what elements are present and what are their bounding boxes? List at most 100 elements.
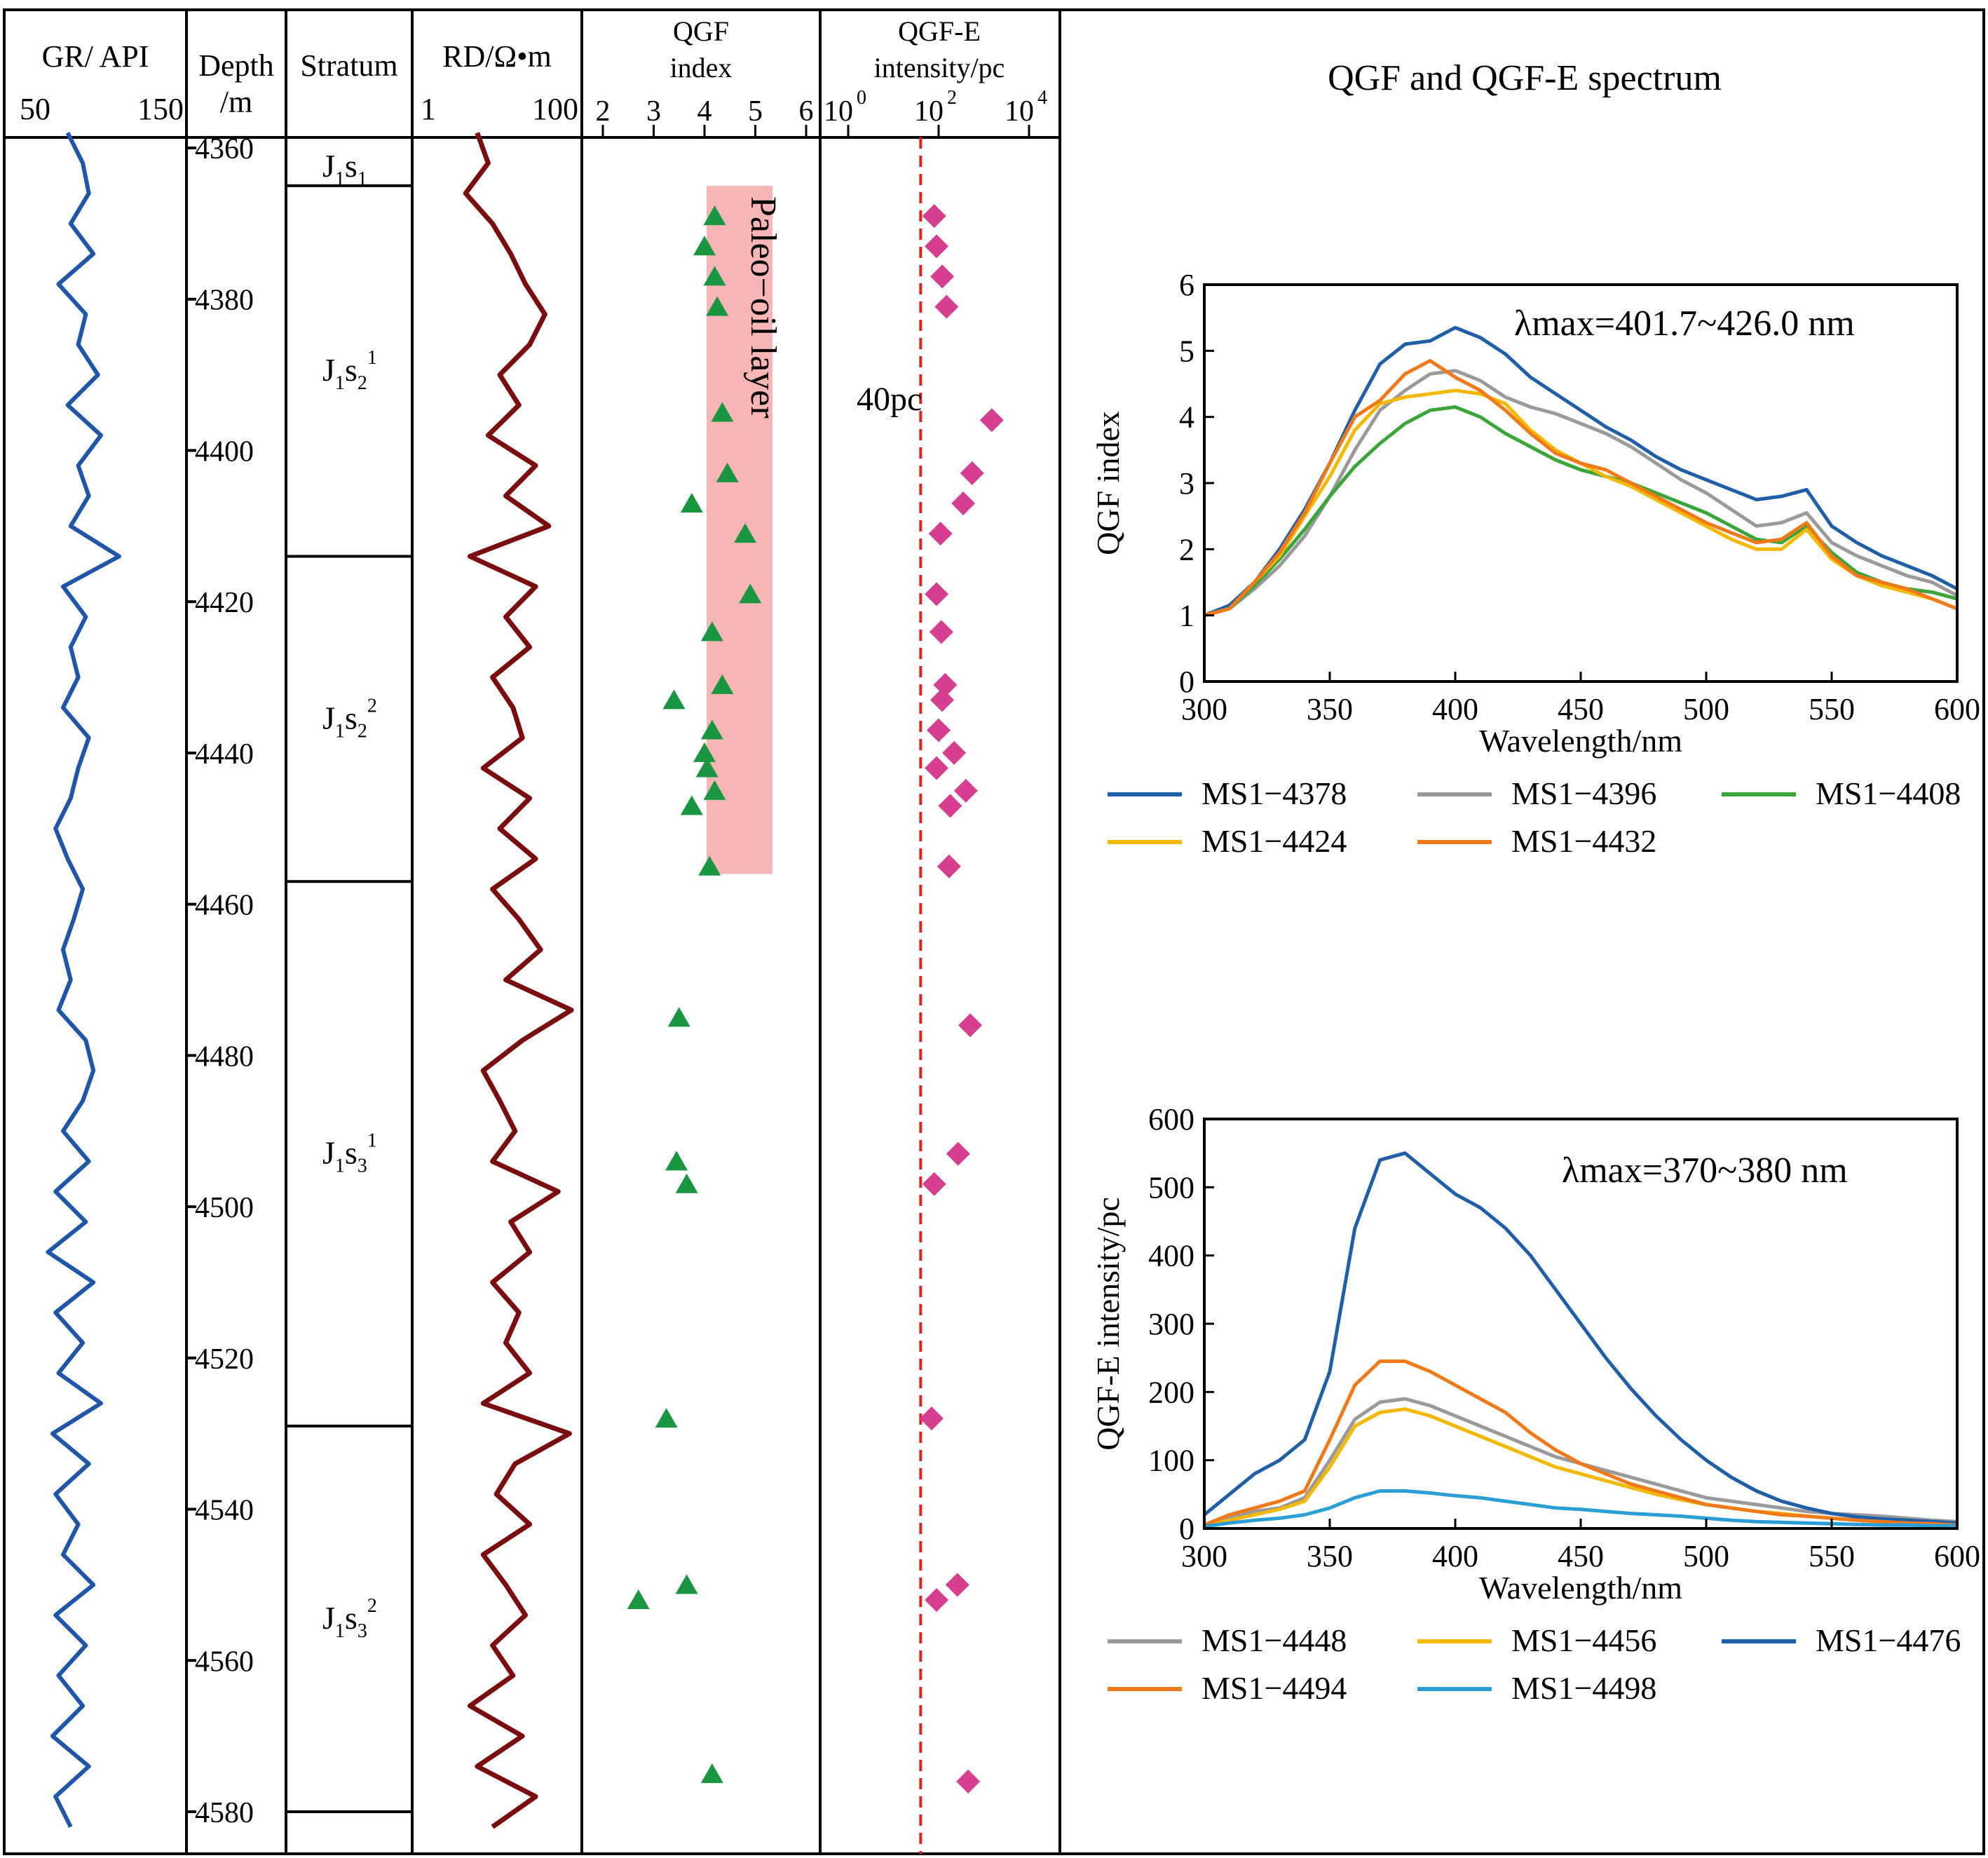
depth-tick-label: 4440 (195, 738, 254, 771)
qgf-tick-label: 2 (596, 95, 611, 128)
rd-tick-right: 100 (532, 92, 578, 126)
qgfe-title: QGF-E (898, 15, 981, 47)
x-tick-label: 450 (1558, 1539, 1604, 1573)
qgf-marker (706, 296, 729, 316)
qgf-marker (700, 1763, 723, 1784)
stratum-label-sub1: 1 (335, 372, 345, 394)
qgfe-marker (956, 1769, 981, 1793)
qgf-marker (680, 795, 703, 815)
gr-track (46, 132, 121, 1828)
qgf-subtitle: index (670, 52, 733, 83)
qgf-marker (734, 523, 756, 543)
qgf-marker (693, 742, 716, 762)
y-tick-label: 1 (1179, 599, 1194, 633)
qgfe-marker (946, 1141, 970, 1166)
x-tick-label: 350 (1307, 692, 1353, 726)
qgfe-marker (925, 234, 949, 259)
y-tick-label: 3 (1179, 466, 1194, 501)
header-gr: GR/ API 50 150 (20, 39, 184, 126)
x-tick-label: 500 (1683, 692, 1729, 726)
qgfe-marker (934, 294, 959, 319)
qgfe-marker (933, 672, 958, 697)
stratum-label-sub1: 1 (335, 720, 345, 742)
qgf-marker (680, 492, 703, 513)
qgfe-marker (925, 582, 949, 606)
depth-tick-label: 4400 (195, 435, 254, 468)
x-axis-label: Wavelength/nm (1479, 1570, 1682, 1606)
rd-track (463, 132, 574, 1829)
stratum-label-mid: s (345, 352, 358, 388)
y-tick-label: 6 (1179, 268, 1194, 302)
stratum-label-mid: s (345, 700, 358, 735)
rd-tick-left: 1 (421, 92, 436, 126)
depth-title: Depth (198, 48, 274, 83)
qgfe-marker (922, 204, 946, 229)
qgf-marker (700, 621, 723, 642)
legend-label: MS1−4494 (1201, 1670, 1347, 1706)
series-line (1204, 1359, 1958, 1527)
qgfe-tick-exponent: 2 (947, 87, 957, 109)
qgf-track: Paleo−oil layer (627, 185, 783, 1784)
stratum-label: J1s1 (322, 148, 367, 190)
stratum-label-sup: 2 (367, 1595, 377, 1617)
qgfe-marker (960, 461, 984, 485)
qgfe-marker (951, 491, 976, 515)
depth-tick-label: 4500 (195, 1192, 254, 1224)
stratum-label-sub2: 3 (358, 1620, 367, 1642)
lambda-max-annotation: λmax=370~380 nm (1562, 1151, 1848, 1191)
qgfe-marker (942, 740, 967, 765)
qgfe-marker (958, 1013, 983, 1038)
qgf-marker (700, 719, 723, 740)
y-axis-label: QGF index (1090, 411, 1126, 555)
y-tick-label: 5 (1179, 334, 1194, 368)
qgfe-marker (929, 620, 953, 644)
qgf-tick-label: 5 (748, 95, 763, 128)
paleo-oil-layer-label: Paleo−oil layer (743, 196, 783, 419)
qgf-marker (703, 266, 726, 286)
legend-label: MS1−4424 (1201, 823, 1347, 859)
legend-label: MS1−4498 (1511, 1670, 1656, 1706)
y-tick-label: 200 (1148, 1375, 1194, 1409)
qgf-marker (739, 583, 762, 604)
lambda-max-annotation: λmax=401.7~426.0 nm (1514, 304, 1855, 344)
stratum-label: J1s22 (322, 695, 377, 742)
qgf-marker (627, 1589, 650, 1609)
y-tick-label: 600 (1148, 1102, 1194, 1137)
qgfe-spectrum-plot: 300 350 400 450 500 550 600 0 100 200 300 400 500 600… (1090, 1102, 1980, 1706)
rd-curve (463, 132, 574, 1829)
legend-label: MS1−4378 (1201, 775, 1347, 811)
qgf-marker (662, 689, 686, 710)
qgf-tick-label: 6 (799, 95, 814, 128)
qgf-marker (698, 855, 721, 876)
qgfe-tick-label: 10 (824, 95, 853, 128)
series-line (1203, 1151, 1958, 1525)
qgfe-marker (925, 756, 949, 780)
track-frame (3, 8, 1985, 1855)
gr-tick-right: 150 (137, 92, 184, 126)
depth-tick-label: 4480 (195, 1040, 254, 1073)
qgf-tick-label: 3 (646, 95, 661, 128)
stratum-label-sub1: 1 (335, 1620, 345, 1642)
x-tick-label: 450 (1558, 692, 1604, 726)
y-tick-label: 400 (1148, 1239, 1194, 1273)
stratum-label-base: J (322, 148, 335, 184)
qgf-marker (675, 1173, 698, 1193)
header-depth: Depth /m (198, 48, 274, 119)
stratum-label-mid: s (345, 1600, 358, 1636)
qgfe-marker (930, 264, 955, 289)
stratum-title: Stratum (300, 48, 397, 83)
qgf-marker (703, 205, 726, 226)
depth-tick-label: 4420 (195, 587, 254, 619)
legend-label: MS1−4408 (1816, 775, 1961, 811)
qgfe-marker (937, 854, 961, 879)
x-tick-label: 400 (1432, 1539, 1478, 1573)
stratum-label-mid: s (345, 1135, 358, 1171)
qgfe-marker (928, 522, 953, 546)
qgfe-marker (920, 1406, 944, 1431)
qgf-marker (695, 757, 719, 778)
qgf-marker (675, 1574, 698, 1594)
qgfe-tick-exponent: 0 (857, 87, 866, 109)
y-tick-label: 0 (1179, 1512, 1194, 1546)
threshold-label: 40pc (857, 381, 922, 418)
